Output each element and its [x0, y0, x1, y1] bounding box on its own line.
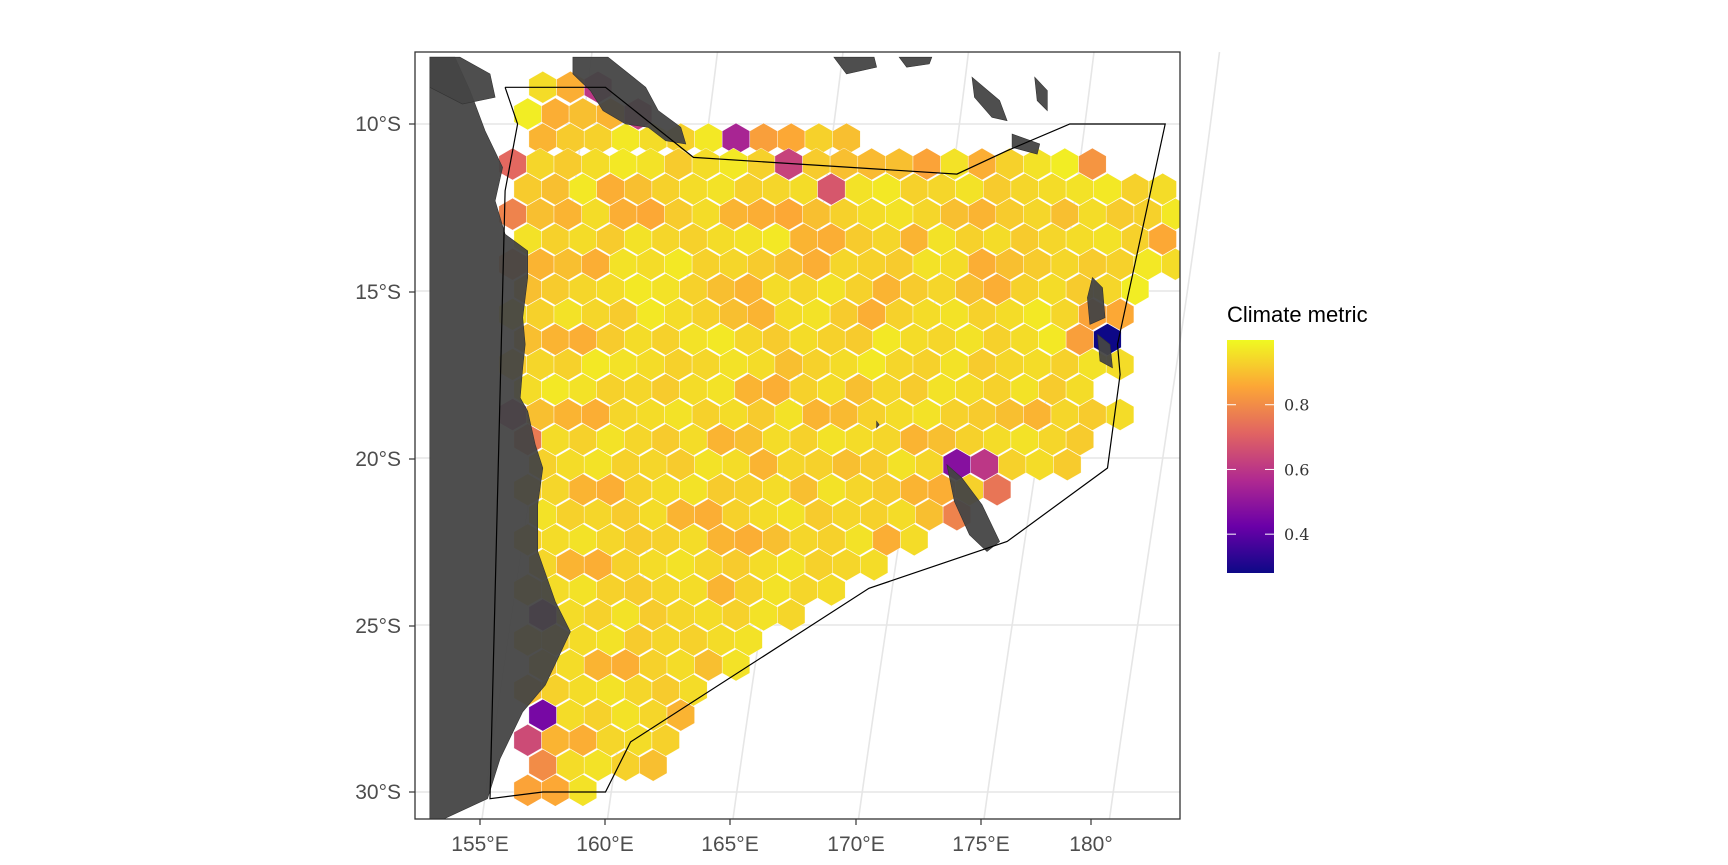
- legend: Climate metric 0.8 0.6 0.4: [1227, 302, 1368, 573]
- grid-line-meridian: [1108, 51, 1221, 820]
- hex-cell: [679, 673, 708, 707]
- hex-cell: [1161, 248, 1180, 281]
- hex-cell: [722, 648, 750, 682]
- boundary-layer: [489, 86, 1166, 800]
- legend-tick-label: 0.4: [1284, 525, 1309, 544]
- land-new-britain-east: [833, 56, 877, 75]
- hex-cell: [651, 724, 680, 757]
- hex-cell: [568, 774, 597, 807]
- hex-cell: [734, 623, 763, 657]
- land-new-guinea-west: [429, 56, 496, 105]
- hex-cell: [900, 523, 929, 557]
- hexbin-layer: [498, 71, 1217, 807]
- hex-cell: [1189, 198, 1217, 230]
- legend-tick-label: 0.8: [1284, 396, 1309, 415]
- land-vanuatu-malekula: [1097, 333, 1113, 369]
- y-tick-label: 25°S: [355, 615, 401, 638]
- land-solomons-malaita: [1034, 76, 1048, 112]
- x-tick-label: 160°E: [576, 833, 633, 856]
- land-new-ireland: [898, 56, 933, 68]
- y-tick-label: 20°S: [355, 448, 401, 471]
- y-axis: 10°S 15°S 20°S 25°S 30°S: [355, 113, 415, 804]
- hex-cell: [1161, 197, 1180, 231]
- y-tick-label: 15°S: [355, 281, 401, 304]
- hex-cell: [1053, 448, 1082, 481]
- land-layer: [429, 56, 1113, 819]
- hex-cell: [1065, 373, 1094, 406]
- hex-cell: [860, 548, 889, 582]
- x-tick-label: 165°E: [701, 833, 758, 856]
- x-tick-label: 175°E: [952, 833, 1009, 856]
- hex-cell: [1065, 423, 1094, 456]
- legend-tick-label: 0.6: [1284, 460, 1309, 479]
- legend-ticks: 0.8 0.6 0.4: [1227, 396, 1309, 544]
- region-boundary: [489, 86, 1166, 800]
- x-axis: 155°E 160°E 165°E 170°E 175°E 180°: [451, 819, 1113, 856]
- land-new-guinea-east: [572, 56, 687, 145]
- land-vanuatu-espiritu-santo: [1087, 277, 1106, 325]
- y-tick-label: 30°S: [355, 781, 401, 804]
- land-lord-howe-island: [876, 420, 880, 429]
- hex-cell: [1148, 172, 1177, 206]
- hex-cell: [777, 598, 806, 632]
- map-panel-border: [414, 51, 1181, 820]
- hex-cell: [817, 573, 846, 607]
- y-tick-label: 10°S: [355, 113, 401, 136]
- hex-cell: [1148, 223, 1177, 256]
- x-tick-label: 180°: [1069, 833, 1112, 856]
- hex-cell: [983, 473, 1012, 506]
- hex-cell: [1078, 147, 1107, 181]
- legend-colorbar: [1227, 340, 1274, 573]
- x-tick-label: 155°E: [451, 833, 508, 856]
- hex-cell: [639, 749, 668, 782]
- legend-title: Climate metric: [1227, 302, 1368, 327]
- land-australia: [429, 56, 571, 819]
- map-panel: [429, 56, 1217, 819]
- hex-cell: [666, 698, 695, 732]
- land-solomons-bougainville: [971, 76, 1008, 122]
- x-tick-label: 170°E: [827, 833, 884, 856]
